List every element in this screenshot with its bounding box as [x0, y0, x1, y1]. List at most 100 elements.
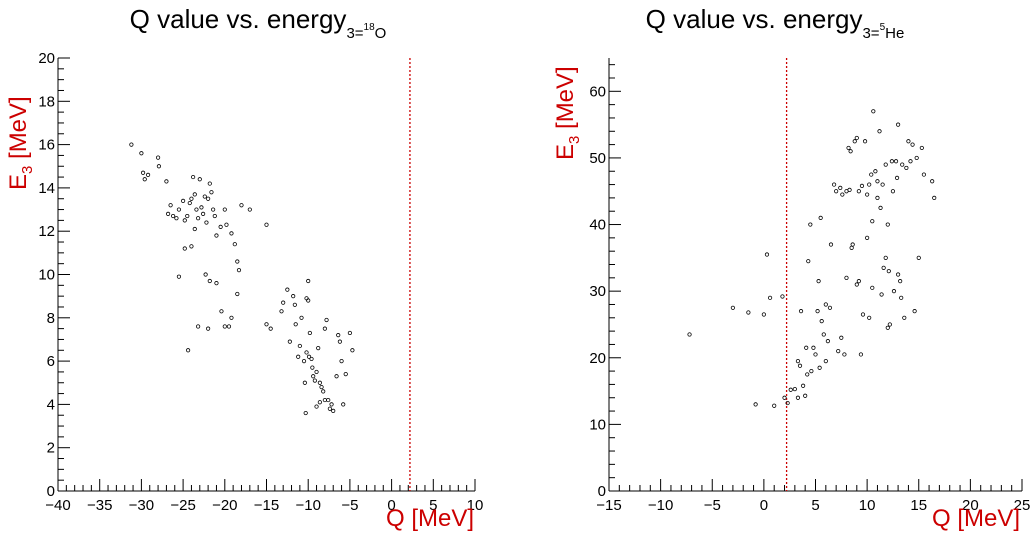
data-point	[301, 358, 307, 364]
data-point	[334, 374, 339, 379]
data-point	[322, 326, 327, 331]
data-point	[212, 213, 217, 219]
data-point	[836, 349, 841, 354]
data-point	[785, 400, 790, 406]
data-point	[232, 242, 237, 247]
data-point	[825, 339, 830, 344]
data-point	[906, 139, 911, 144]
data-point	[224, 222, 229, 227]
title-main-text: Q value vs. energy	[129, 4, 347, 34]
data-point	[170, 213, 176, 219]
data-point	[811, 345, 816, 350]
data-point	[182, 246, 187, 251]
x-axis-label-o18: Q [MeV]	[386, 505, 475, 532]
y-label-sub: 3	[566, 135, 583, 144]
data-point	[867, 182, 872, 187]
chart-title-he5: Q value vs. energy3=5He	[517, 4, 1033, 42]
y-label-sub: 3	[19, 165, 36, 174]
data-point	[887, 322, 892, 327]
title-sup: 5	[879, 22, 886, 33]
data-point	[185, 213, 190, 219]
x-tick-label: −20	[212, 497, 237, 514]
data-point	[823, 302, 828, 307]
y-tick-label: 20	[589, 350, 606, 367]
data-point	[350, 348, 355, 353]
data-point	[816, 279, 821, 284]
data-point	[780, 294, 785, 299]
data-point	[297, 343, 302, 349]
data-point	[264, 222, 269, 227]
data-point	[299, 315, 304, 320]
data-point	[844, 275, 849, 280]
data-point	[839, 335, 844, 340]
data-point	[687, 332, 692, 337]
y-tick-label: 12	[38, 223, 55, 240]
data-point	[196, 324, 201, 329]
data-point	[182, 218, 187, 223]
y-tick-label: 10	[589, 416, 606, 433]
data-point	[898, 279, 903, 284]
data-point	[292, 302, 297, 307]
x-tick-label: 5	[429, 497, 437, 514]
data-point	[307, 330, 312, 336]
data-point	[871, 109, 876, 114]
x-axis-label-he5: Q [MeV]	[932, 505, 1021, 532]
x-tick-label: 25	[1014, 497, 1031, 514]
data-point	[304, 350, 309, 355]
data-point	[285, 287, 290, 292]
data-point	[174, 216, 179, 221]
chart-panel-o18: −40 −35 −30 −25 −20 −15 −10 −5 0 5 10 0 2 4 6 8 10 12 14 16…	[0, 0, 516, 543]
data-point	[850, 242, 855, 247]
title-sub-prefix: 3=	[862, 25, 880, 42]
data-point	[817, 365, 822, 370]
data-point	[207, 278, 212, 284]
title-sub-suffix: O	[374, 25, 387, 42]
data-point	[319, 384, 324, 390]
data-point	[322, 397, 327, 403]
data-point	[885, 222, 890, 227]
data-point	[281, 300, 286, 305]
x-tick-label: −15	[254, 497, 279, 514]
data-point	[895, 122, 901, 127]
data-point	[795, 395, 801, 400]
data-point	[235, 259, 240, 264]
title-sub-prefix: 3=	[346, 25, 364, 42]
data-point	[798, 309, 804, 314]
x-tick-label: 10	[859, 497, 876, 514]
data-point	[164, 179, 169, 184]
y-label-main: E	[5, 173, 32, 190]
data-point	[879, 292, 884, 297]
data-point	[296, 354, 301, 359]
data-point	[873, 169, 878, 174]
data-point	[321, 389, 326, 394]
data-point	[828, 242, 834, 247]
data-point	[883, 255, 888, 260]
data-point	[206, 326, 211, 331]
y-tick-label: 6	[47, 353, 55, 370]
data-point	[900, 162, 905, 167]
data-point	[316, 346, 321, 351]
data-point	[191, 174, 196, 180]
data-point	[202, 194, 207, 199]
data-point	[306, 354, 312, 359]
data-point	[343, 371, 348, 377]
y-label-suffix: [MeV]	[5, 96, 32, 166]
data-point	[831, 182, 837, 187]
data-point	[235, 291, 240, 297]
data-point	[867, 315, 872, 320]
x-tick-label: −5	[341, 497, 358, 514]
data-point	[801, 383, 806, 388]
data-point	[893, 159, 899, 164]
data-point	[201, 211, 206, 216]
data-point	[823, 358, 828, 364]
data-point	[772, 403, 777, 408]
data-point	[809, 368, 814, 374]
x-tick-label: −40	[45, 497, 70, 514]
x-tick-label: 0	[760, 497, 768, 514]
data-point	[746, 310, 751, 315]
data-point	[211, 207, 216, 212]
data-point	[840, 192, 845, 197]
data-point	[302, 380, 307, 385]
data-point	[207, 181, 212, 186]
data-point	[910, 142, 915, 147]
